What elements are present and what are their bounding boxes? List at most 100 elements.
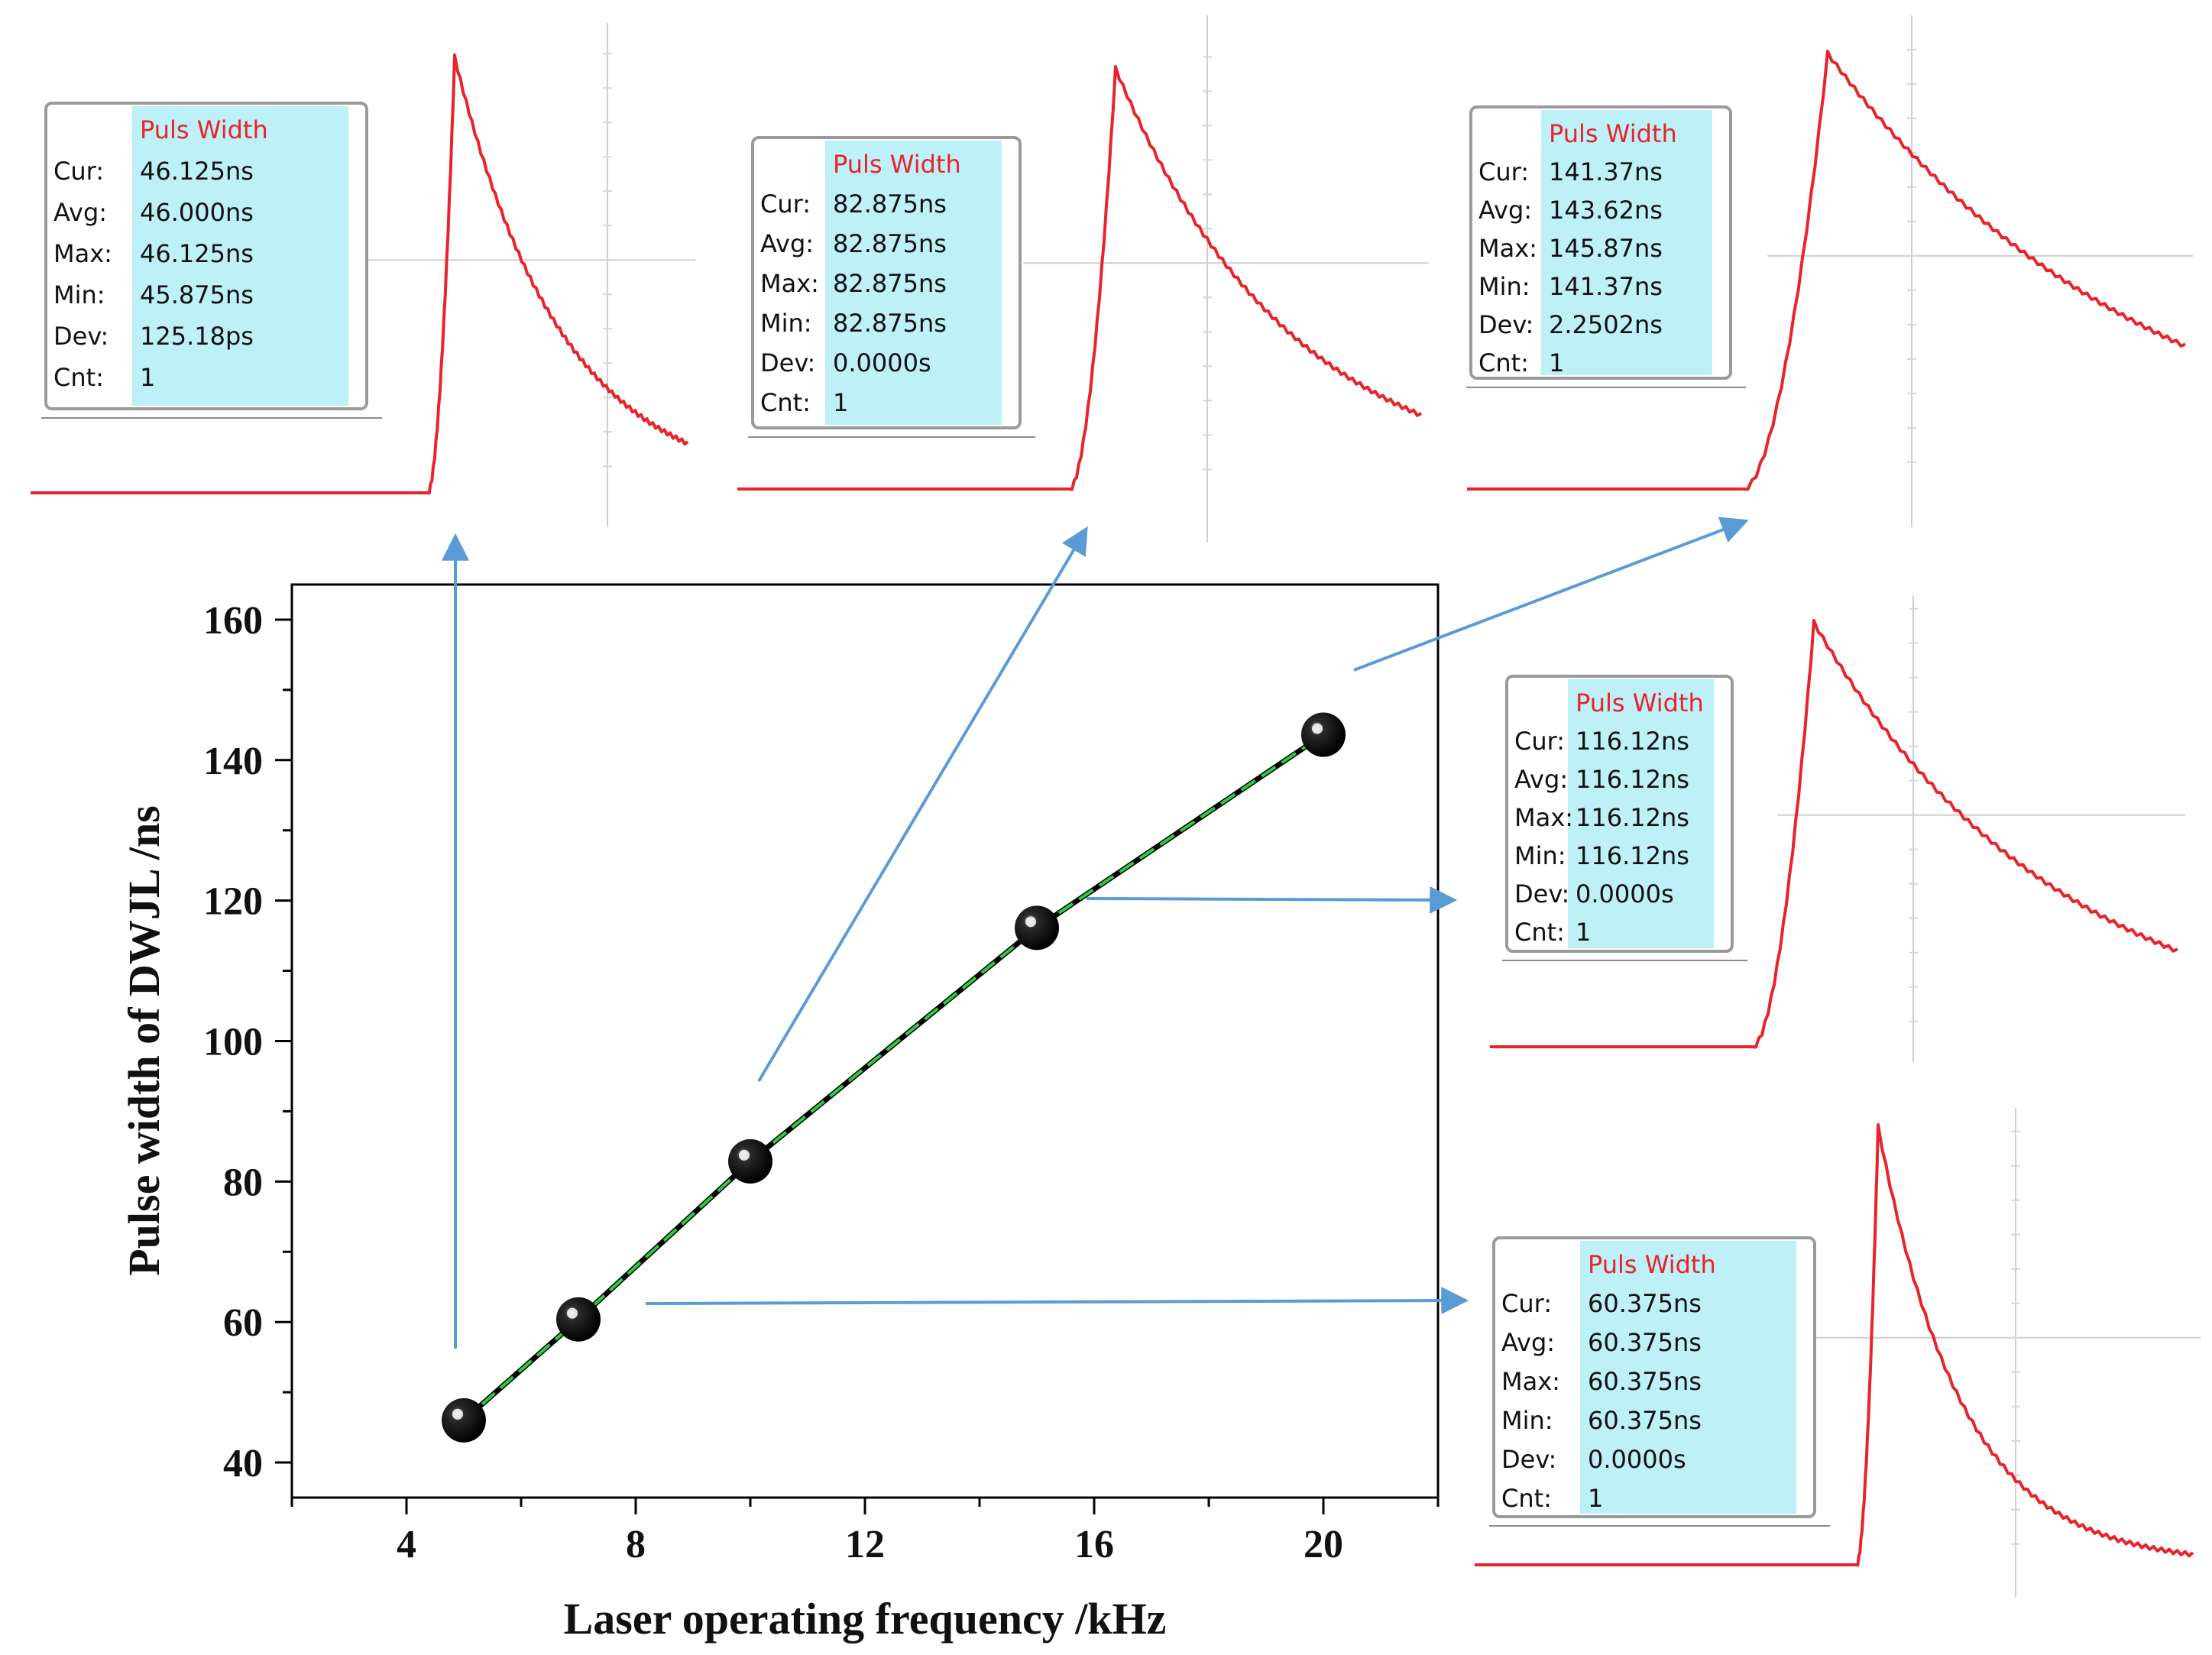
measurement-value: 141.37ns xyxy=(1549,157,1663,186)
measurement-box: Puls Width Cur: 82.875ns Avg: 82.875ns Max: 82… xyxy=(748,136,1035,438)
measurement-label: Max: xyxy=(1478,234,1537,263)
y-tick-label: 60 xyxy=(223,1301,263,1345)
fit-line-green xyxy=(462,733,1325,1422)
arrow-10khz xyxy=(757,526,1088,1083)
measurement-value: 1 xyxy=(1576,918,1591,947)
measurement-label: Min: xyxy=(1478,272,1530,301)
plot-frame xyxy=(290,583,1440,1499)
measurement-label: Dev: xyxy=(760,348,815,377)
y-tick-label: 100 xyxy=(203,1021,263,1064)
measurement-label: Min: xyxy=(1514,841,1566,870)
measurement-label: Max: xyxy=(1501,1367,1560,1396)
x-tick-labels: 4 8 12 16 20 xyxy=(397,1523,1343,1566)
measurement-label: Min: xyxy=(760,309,812,338)
measurement-label: Avg: xyxy=(1501,1328,1555,1357)
y-tick-label: 140 xyxy=(203,740,263,783)
measurement-value: 141.37ns xyxy=(1549,272,1663,301)
arrow-7khz xyxy=(645,1287,1469,1315)
measurement-label: Max: xyxy=(53,239,112,268)
measurement-label: Dev: xyxy=(1514,879,1569,908)
measurement-label: Max: xyxy=(1514,803,1573,832)
puls-width-title: Puls Width xyxy=(1576,688,1704,717)
measurement-box-highlight xyxy=(1568,679,1714,948)
measurement-box-highlight xyxy=(825,141,1002,425)
data-point xyxy=(1301,712,1346,757)
measurement-value: 116.12ns xyxy=(1576,841,1689,870)
scope-panel-10khz: Puls Width Cur: 82.875ns Avg: 82.875ns Max: 82… xyxy=(737,15,1429,542)
y-axis-title: Pulse width of DWJL /ns xyxy=(119,805,169,1276)
measurement-box: Puls Width Cur: 141.37ns Avg: 143.62ns Max: 14… xyxy=(1466,105,1746,388)
scope-trace xyxy=(31,53,689,495)
data-point-ball xyxy=(728,1138,772,1184)
data-point-ball xyxy=(442,1398,486,1443)
measurement-label: Cnt: xyxy=(53,363,104,392)
measurement-value: 0.0000s xyxy=(833,348,931,377)
puls-width-title: Puls Width xyxy=(833,150,961,179)
measurement-label: Cnt: xyxy=(760,388,811,417)
measurement-value: 82.875ns xyxy=(833,309,947,338)
data-point xyxy=(442,1398,486,1443)
measurement-label: Min: xyxy=(1501,1406,1553,1435)
data-points xyxy=(442,712,1346,1443)
puls-width-title: Puls Width xyxy=(140,115,268,144)
measurement-label: Avg: xyxy=(760,229,814,258)
measurement-box: Puls Width Cur: 60.375ns Avg: 60.375ns Max: 60… xyxy=(1489,1236,1830,1527)
measurement-value: 143.62ns xyxy=(1549,196,1663,225)
measurement-value: 60.375ns xyxy=(1588,1328,1702,1357)
measurement-value: 125.18ps xyxy=(140,322,254,351)
main-chart: 4 8 12 16 20 40 60 80 100 120 140 160 Laser operat… xyxy=(119,583,1440,1644)
measurement-value: 82.875ns xyxy=(833,229,947,258)
measurement-label: Cnt: xyxy=(1478,348,1529,377)
y-tick-label: 120 xyxy=(203,880,263,924)
measurement-value: 60.375ns xyxy=(1588,1289,1702,1318)
data-point xyxy=(1015,905,1059,951)
measurement-label: Dev: xyxy=(1501,1445,1556,1474)
measurement-value: 46.000ns xyxy=(140,198,254,227)
measurement-box-highlight xyxy=(1580,1241,1796,1514)
measurement-label: Avg: xyxy=(53,198,107,227)
measurement-value: 46.125ns xyxy=(140,157,254,186)
measurement-label: Cur: xyxy=(760,189,811,219)
scope-panel-7khz: Puls Width Cur: 60.375ns Avg: 60.375ns Max: 60… xyxy=(1475,1108,2201,1597)
measurement-value: 60.375ns xyxy=(1588,1367,1702,1396)
arrow-20khz xyxy=(1353,517,1749,672)
measurement-box: Puls Width Cur: 46.125ns Avg: 46.000ns Max: 46… xyxy=(41,102,382,419)
x-tick-label: 8 xyxy=(626,1523,646,1566)
measurement-value: 82.875ns xyxy=(833,189,947,219)
measurement-box-highlight xyxy=(132,106,348,406)
measurement-value: 145.87ns xyxy=(1549,234,1663,263)
y-tick-label: 80 xyxy=(223,1161,263,1204)
scope-trace xyxy=(1490,619,2178,1049)
measurement-label: Dev: xyxy=(1478,310,1534,339)
scope-trace xyxy=(737,65,1423,491)
measurement-value: 1 xyxy=(833,388,848,417)
measurement-label: Cur: xyxy=(53,157,104,186)
puls-width-title: Puls Width xyxy=(1549,119,1677,148)
y-tick-labels: 40 60 80 100 120 140 160 xyxy=(203,599,263,1485)
data-point-highlight xyxy=(739,1149,750,1161)
measurement-label: Cnt: xyxy=(1501,1484,1552,1513)
measurement-value: 116.12ns xyxy=(1576,803,1689,832)
y-tick-label: 40 xyxy=(223,1442,263,1485)
data-point xyxy=(728,1138,772,1184)
measurement-value: 116.12ns xyxy=(1576,727,1689,756)
scope-trace xyxy=(1475,1123,2194,1567)
measurement-value: 0.0000s xyxy=(1588,1445,1686,1474)
data-point-highlight xyxy=(1312,723,1323,734)
measurement-value: 2.2502ns xyxy=(1549,310,1663,339)
arrow-15khz xyxy=(1086,886,1458,914)
measurement-value: 1 xyxy=(1549,348,1564,377)
y-tick-label: 160 xyxy=(203,599,263,643)
connector-arrows xyxy=(442,517,1749,1349)
x-tick-label: 16 xyxy=(1074,1523,1114,1566)
data-point-ball xyxy=(1015,905,1059,951)
measurement-label: Avg: xyxy=(1478,196,1532,225)
data-point-ball xyxy=(556,1297,601,1342)
data-point-ball xyxy=(1301,712,1346,757)
x-axis-title: Laser operating frequency /kHz xyxy=(564,1594,1167,1644)
measurement-label: Max: xyxy=(760,269,819,298)
puls-width-title: Puls Width xyxy=(1588,1250,1716,1279)
data-point xyxy=(556,1297,601,1342)
